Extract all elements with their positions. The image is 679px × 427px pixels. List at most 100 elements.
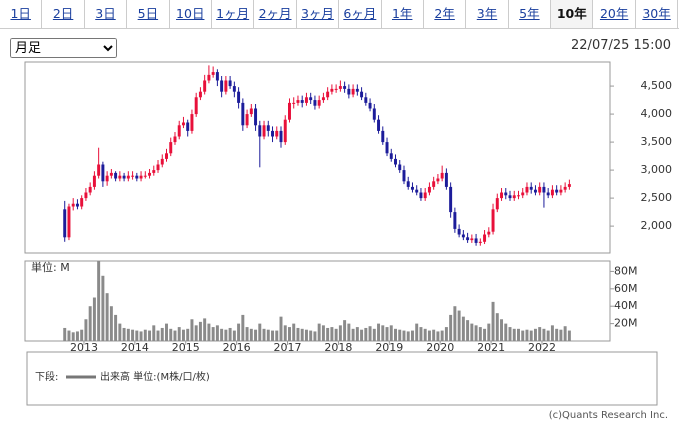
legend-prefix: 下段: <box>35 370 58 383</box>
period-select[interactable]: 月足 <box>10 38 117 58</box>
period-tab[interactable]: 6ヶ月 <box>339 0 382 28</box>
volume-bar <box>525 329 529 341</box>
volume-bar <box>224 329 228 341</box>
candle-body <box>326 91 330 98</box>
period-tab[interactable]: 2年 <box>424 0 467 28</box>
volume-bar <box>92 297 96 341</box>
candle-body <box>444 172 448 187</box>
volume-bar <box>181 329 185 341</box>
candle-body <box>160 158 164 165</box>
volume-bar <box>232 330 236 341</box>
candle-body <box>262 125 266 137</box>
candle-body <box>211 72 215 75</box>
volume-bar <box>326 327 330 341</box>
candle-body <box>148 172 152 176</box>
candle-body <box>279 130 283 143</box>
candle-body <box>237 91 241 103</box>
period-tab[interactable]: 3ヶ月 <box>297 0 340 28</box>
period-tab[interactable]: 5年 <box>509 0 552 28</box>
volume-bar <box>389 325 393 341</box>
volume-bar <box>559 329 563 341</box>
candle-body <box>84 192 88 199</box>
candle-body <box>432 181 436 187</box>
candle-body <box>156 164 160 171</box>
x-tick-label: 2021 <box>477 341 505 354</box>
volume-bar <box>203 318 207 341</box>
candle-body <box>559 189 563 193</box>
volume-bar <box>423 328 427 341</box>
volume-bar <box>449 314 453 341</box>
volume-bar <box>533 328 537 341</box>
y-tick-label: 2,000 <box>641 219 673 232</box>
volume-bar <box>372 328 376 341</box>
volume-bar <box>67 330 71 341</box>
candle-body <box>139 175 143 179</box>
candle-body <box>258 125 262 137</box>
candle-body <box>385 142 389 154</box>
volume-bar <box>550 325 554 341</box>
candle-body <box>347 88 351 95</box>
period-tab[interactable]: 3日 <box>85 0 128 28</box>
volume-bar <box>381 325 385 341</box>
candle-body <box>194 97 198 115</box>
volume-bar <box>394 328 397 341</box>
y-tick-label: 80M <box>614 264 638 277</box>
volume-bar <box>190 319 194 341</box>
period-tab[interactable]: 10年 <box>551 0 594 28</box>
y-tick-label: 3,000 <box>641 163 673 176</box>
volume-bar <box>521 330 525 341</box>
volume-bar <box>487 323 491 341</box>
volume-bar <box>80 329 84 341</box>
x-tick-label: 2018 <box>324 341 352 354</box>
candle-body <box>436 178 440 182</box>
candle-body <box>415 189 419 193</box>
period-tab[interactable]: 2日 <box>42 0 85 28</box>
candle-body <box>500 192 504 199</box>
volume-bar <box>436 331 440 341</box>
candle-body <box>181 122 185 126</box>
period-tab[interactable]: 3年 <box>466 0 509 28</box>
volume-bar <box>105 293 109 341</box>
volume-bar <box>139 331 143 341</box>
volume-bar <box>304 329 308 341</box>
x-tick-label: 2020 <box>426 341 454 354</box>
period-tab[interactable]: 1日 <box>0 0 43 28</box>
volume-bar <box>169 328 173 341</box>
period-tab[interactable]: 1年 <box>382 0 424 28</box>
candle-body <box>317 100 321 106</box>
x-tick-label: 2014 <box>121 341 149 354</box>
period-tab[interactable]: 5日 <box>127 0 170 28</box>
candle-body <box>118 175 122 179</box>
period-tab[interactable]: 2ヶ月 <box>254 0 297 28</box>
volume-bar <box>555 328 559 341</box>
candle-body <box>487 231 491 235</box>
period-tab[interactable]: 10日 <box>170 0 212 28</box>
volume-bar <box>415 323 419 341</box>
candle-body <box>355 88 359 92</box>
candle-body <box>517 195 520 197</box>
candle-body <box>321 97 325 101</box>
candle-body <box>381 130 385 143</box>
x-tick-label: 2019 <box>375 341 403 354</box>
candle-body <box>538 186 542 193</box>
volume-bar <box>114 314 118 341</box>
candle-body <box>198 91 202 98</box>
candle-body <box>101 164 105 182</box>
volume-bar <box>207 323 211 341</box>
volume-bar <box>546 330 550 341</box>
period-tab[interactable]: 1ヶ月 <box>212 0 255 28</box>
period-tab[interactable]: 30年 <box>636 0 679 28</box>
volume-bar <box>343 320 347 341</box>
candle-body <box>122 175 126 179</box>
period-tab[interactable]: 20年 <box>593 0 636 28</box>
volume-bar <box>313 331 317 341</box>
volume-bar <box>508 327 512 341</box>
x-tick-label: 2016 <box>223 341 251 354</box>
volume-bar <box>186 328 190 341</box>
volume-bar <box>266 329 270 341</box>
candle-body <box>75 203 79 207</box>
volume-bar <box>148 330 152 341</box>
volume-bar <box>427 330 431 341</box>
candle-body <box>71 203 75 207</box>
volume-bar <box>254 329 258 341</box>
